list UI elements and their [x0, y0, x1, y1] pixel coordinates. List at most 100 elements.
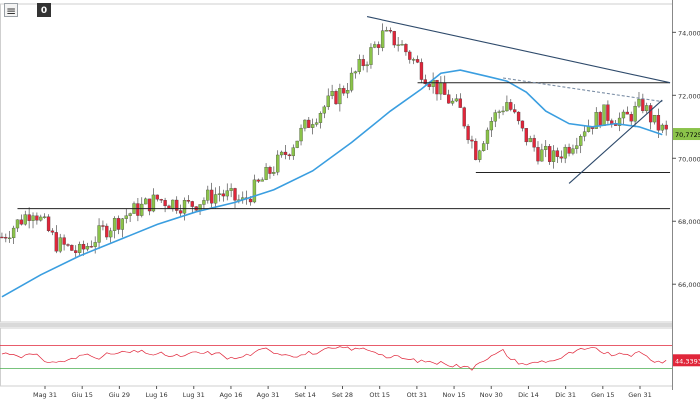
candle-body: [361, 59, 365, 67]
candle-body: [478, 150, 482, 160]
candle-body: [334, 91, 338, 105]
candle-body: [365, 64, 369, 67]
candle-body: [229, 188, 233, 191]
candle-body: [15, 219, 20, 229]
candle-body: [373, 44, 377, 48]
x-tick-label: Gen 15: [591, 391, 615, 399]
candle-body: [555, 150, 560, 157]
candle-body: [268, 167, 272, 174]
x-tick-label: Ott 31: [407, 391, 428, 399]
close-button[interactable]: 0: [37, 3, 51, 17]
candle-body: [470, 139, 474, 142]
candle-body: [400, 44, 404, 46]
candle-body: [392, 31, 396, 46]
candle-body: [70, 244, 74, 251]
candle-body: [221, 193, 226, 197]
x-tick-label: Lug 31: [183, 391, 205, 399]
oscillator-value-tag: [673, 354, 700, 367]
candle-body: [544, 146, 548, 150]
candle-body: [276, 154, 280, 173]
candle-body: [377, 44, 381, 48]
candle-body: [58, 237, 62, 252]
candle-body: [547, 146, 552, 162]
x-tick-label: Dic 14: [518, 391, 539, 399]
candle-body: [505, 102, 509, 112]
candle-body: [380, 30, 385, 48]
candle-body: [175, 199, 179, 211]
candle-body: [225, 190, 229, 197]
candle-body: [342, 88, 346, 94]
y-tick-label: 72,0000: [678, 92, 700, 100]
candle-body: [621, 111, 626, 119]
x-tick-label: Ago 16: [219, 391, 242, 399]
candle-body: [353, 71, 358, 74]
candle-body: [159, 199, 163, 201]
trendline: [568, 99, 663, 184]
panel-divider: [0, 323, 672, 327]
candle-body: [202, 200, 206, 205]
candle-body: [625, 111, 629, 115]
candle-body: [330, 91, 334, 97]
x-tick-label: Set 28: [332, 391, 353, 399]
price-panel: [0, 3, 673, 323]
candle-body: [489, 121, 494, 131]
candle-body: [474, 140, 478, 160]
candle-body: [357, 59, 361, 72]
candle-body: [120, 218, 125, 230]
candle-body: [186, 200, 191, 202]
candle-body: [637, 98, 641, 107]
candle-body: [617, 117, 622, 126]
candle-body: [454, 98, 459, 102]
y-tick-label: 70,0000: [678, 155, 700, 163]
candle-body: [198, 204, 202, 211]
candle-body: [19, 219, 24, 225]
candle-body: [233, 188, 237, 201]
candle-body: [77, 243, 82, 253]
candle-body: [217, 193, 222, 195]
y-tick-label: 66,0000: [678, 281, 700, 289]
candle-body: [656, 114, 661, 131]
candle-body: [536, 147, 540, 162]
candle-body: [303, 119, 307, 129]
candle-body: [520, 120, 525, 129]
candle-body: [311, 124, 315, 128]
candle-body: [167, 205, 171, 209]
candle-body: [85, 246, 90, 250]
candle-body: [213, 194, 218, 204]
candle-body: [443, 82, 447, 95]
candle-body: [641, 98, 645, 112]
candle-body: [62, 237, 66, 245]
candle-body: [446, 94, 451, 104]
candle-body: [109, 230, 113, 238]
candle-body: [551, 150, 556, 162]
candle-body: [540, 149, 544, 162]
candle-body: [567, 146, 571, 154]
candle-body: [190, 201, 194, 207]
candle-body: [97, 225, 101, 243]
x-tick-label: Lug 16: [146, 391, 168, 399]
candle-body: [450, 100, 455, 104]
candle-body: [74, 250, 78, 253]
candle-body: [101, 225, 105, 227]
candle-body: [105, 225, 109, 238]
x-tick-label: Dic 31: [555, 391, 576, 399]
candle-body: [283, 151, 288, 155]
x-tick-label: Giu 15: [72, 391, 93, 399]
candle-body: [23, 214, 27, 225]
candle-body: [435, 79, 439, 95]
candle-body: [295, 140, 299, 148]
candle-body: [322, 106, 326, 114]
candle-body: [248, 198, 253, 203]
candle-body: [516, 111, 521, 122]
trendline: [502, 77, 663, 103]
x-tick-label: Ago 31: [257, 391, 280, 399]
x-tick-label: Nov 30: [480, 391, 503, 399]
candle-body: [11, 227, 16, 239]
last-price-tag: [673, 128, 700, 141]
candle-body: [171, 199, 175, 209]
candle-body: [264, 167, 268, 180]
menu-icon[interactable]: [4, 3, 18, 17]
candle-body: [147, 198, 152, 212]
candle-body: [598, 112, 602, 126]
